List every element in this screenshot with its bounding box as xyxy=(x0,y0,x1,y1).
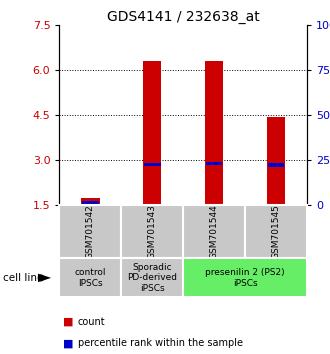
Text: percentile rank within the sample: percentile rank within the sample xyxy=(78,338,243,348)
Text: ■: ■ xyxy=(63,338,73,348)
Text: Sporadic
PD-derived
iPSCs: Sporadic PD-derived iPSCs xyxy=(127,263,177,293)
Bar xyxy=(183,258,307,297)
Bar xyxy=(245,205,307,258)
Bar xyxy=(205,61,223,205)
Text: control
IPSCs: control IPSCs xyxy=(75,268,106,287)
Bar xyxy=(81,198,100,205)
Bar xyxy=(144,163,161,166)
Polygon shape xyxy=(38,274,51,282)
Text: cell line: cell line xyxy=(3,273,44,283)
Text: GSM701544: GSM701544 xyxy=(210,205,218,259)
Text: GSM701542: GSM701542 xyxy=(86,205,95,259)
Bar xyxy=(82,201,99,204)
Bar xyxy=(206,162,222,165)
Bar xyxy=(267,118,285,205)
Bar xyxy=(121,258,183,297)
Bar xyxy=(121,205,183,258)
Bar xyxy=(183,205,245,258)
Text: ■: ■ xyxy=(63,317,73,327)
Text: count: count xyxy=(78,317,105,327)
Text: presenilin 2 (PS2)
iPSCs: presenilin 2 (PS2) iPSCs xyxy=(205,268,285,287)
Text: GSM701543: GSM701543 xyxy=(148,204,157,259)
Bar xyxy=(268,164,284,166)
Bar xyxy=(143,62,161,205)
Bar xyxy=(59,205,121,258)
Text: GSM701545: GSM701545 xyxy=(272,204,280,259)
Title: GDS4141 / 232638_at: GDS4141 / 232638_at xyxy=(107,10,259,24)
Bar xyxy=(59,258,121,297)
